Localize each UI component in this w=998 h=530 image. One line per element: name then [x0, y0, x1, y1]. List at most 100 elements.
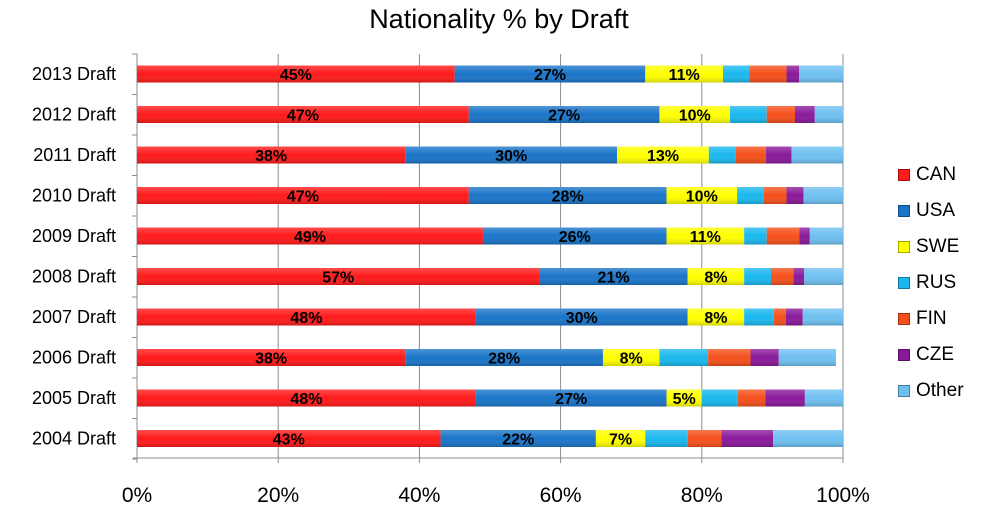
bar-segment-shade — [773, 430, 843, 447]
legend: CAN USA SWE RUS FIN CZE Other — [898, 157, 964, 409]
y-tick-label: 2013 Draft — [32, 64, 116, 84]
data-label: 38% — [255, 148, 287, 165]
legend-label: RUS — [916, 272, 957, 293]
data-label: 7% — [609, 432, 632, 449]
bar-segment-shade — [794, 106, 815, 123]
data-label: 10% — [679, 108, 711, 125]
bar-segment-shade — [137, 106, 469, 123]
bar-segment-shade — [659, 349, 709, 366]
tick-labels: 0% 20% 40% 60% 80% 100% 2013 Draft 2012 Draft 20… — [32, 64, 870, 507]
bar-segment-shade — [786, 65, 800, 83]
bar-segment-shade — [687, 268, 745, 285]
x-tick-label: 60% — [540, 484, 582, 507]
x-tick-label: 80% — [681, 484, 723, 507]
y-tick-label: 2009 Draft — [32, 226, 116, 246]
bar-segment-shade — [778, 349, 836, 366]
bar-segment-shade — [803, 187, 843, 204]
data-label: 28% — [552, 189, 584, 206]
chart-title: Nationality % by Draft — [369, 4, 629, 34]
data-label: 21% — [598, 270, 630, 287]
bar-segment-shade — [722, 65, 750, 83]
bar-segment-shade — [666, 187, 738, 204]
bar-segment-shade — [468, 106, 660, 123]
bar-segment-shade — [744, 227, 767, 245]
bar-segment-shade — [799, 227, 810, 245]
legend-item-rus: RUS — [898, 265, 964, 301]
bar-segment-shade — [666, 389, 702, 407]
legend-item-fin: FIN — [898, 301, 964, 337]
bar-segment-shade — [737, 389, 766, 407]
legend-label: FIN — [916, 308, 947, 329]
bar-segment-shade — [737, 187, 764, 204]
bar-segment-shade — [405, 349, 603, 366]
data-label: 27% — [555, 391, 587, 408]
data-label: 48% — [290, 310, 322, 327]
bar-segment-shade — [137, 187, 469, 204]
legend-swatch — [898, 241, 910, 253]
bar-segment-shade — [802, 308, 843, 326]
legend-swatch — [898, 205, 910, 217]
legend-label: USA — [916, 200, 956, 221]
bar-segment-shade — [708, 146, 736, 164]
bar-segment-shade — [766, 146, 792, 164]
bar-segment-shade — [602, 349, 660, 366]
bar-segment-shade — [137, 268, 540, 285]
bar-segment-shade — [617, 146, 709, 164]
data-label: 11% — [669, 67, 700, 84]
x-tick-label: 100% — [816, 484, 870, 507]
data-label: 28% — [488, 351, 520, 368]
bar-segment-shade — [137, 227, 483, 245]
bar-segment-shade — [475, 389, 667, 407]
bar-segment-shade — [785, 308, 803, 326]
bar-segment-shade — [786, 187, 804, 204]
bar-segment-shade — [666, 227, 745, 245]
bar-segment-shade — [137, 349, 406, 366]
bar-segment-shade — [766, 106, 795, 123]
bar-segment-shade — [482, 227, 667, 245]
bar-segment-shade — [708, 349, 751, 366]
data-label: 38% — [255, 351, 287, 368]
x-tick-label: 40% — [398, 484, 440, 507]
legend-item-cze: CZE — [898, 337, 964, 373]
bar-segment-shade — [595, 430, 646, 447]
data-label: 45% — [280, 67, 312, 84]
legend-swatch — [898, 349, 910, 361]
bar-segment-shade — [749, 65, 787, 83]
data-label: 30% — [495, 148, 527, 165]
legend-item-usa: USA — [898, 193, 964, 229]
data-label: 8% — [620, 351, 643, 368]
y-tick-label: 2010 Draft — [32, 186, 116, 206]
data-label: 49% — [294, 229, 326, 246]
data-label: 8% — [704, 270, 727, 287]
bar-segment-shade — [791, 146, 843, 164]
data-label: 13% — [647, 148, 679, 165]
bar-segment-shade — [721, 430, 774, 447]
bar-segment-shade — [730, 106, 767, 123]
legend-swatch — [898, 169, 910, 181]
bar-segment-shade — [687, 308, 745, 326]
bar-segment-shade — [475, 308, 688, 326]
bar-segment-shade — [744, 268, 771, 285]
y-tick-label: 2005 Draft — [32, 388, 116, 408]
legend-label: SWE — [916, 236, 960, 257]
y-tick-label: 2004 Draft — [32, 429, 116, 449]
y-tick-label: 2011 Draft — [33, 145, 116, 165]
bar-segment-shade — [137, 65, 455, 83]
bars — [137, 65, 843, 447]
bar-segment-shade — [744, 308, 774, 326]
bar-segment-shade — [750, 349, 779, 366]
bar-segment-shade — [804, 268, 843, 285]
bar-segment-shade — [659, 106, 731, 123]
bar-segment-shade — [137, 146, 406, 164]
data-label: 43% — [273, 432, 305, 449]
data-label: 47% — [287, 189, 319, 206]
bar-segment-shade — [454, 65, 646, 83]
bar-segment-shade — [765, 389, 805, 407]
y-tick-label: 2007 Draft — [32, 307, 116, 327]
bar-segment-shade — [804, 389, 843, 407]
data-label: 5% — [673, 391, 696, 408]
data-label: 30% — [566, 310, 598, 327]
data-label: 27% — [534, 67, 566, 84]
bar-segment-shade — [766, 227, 800, 245]
